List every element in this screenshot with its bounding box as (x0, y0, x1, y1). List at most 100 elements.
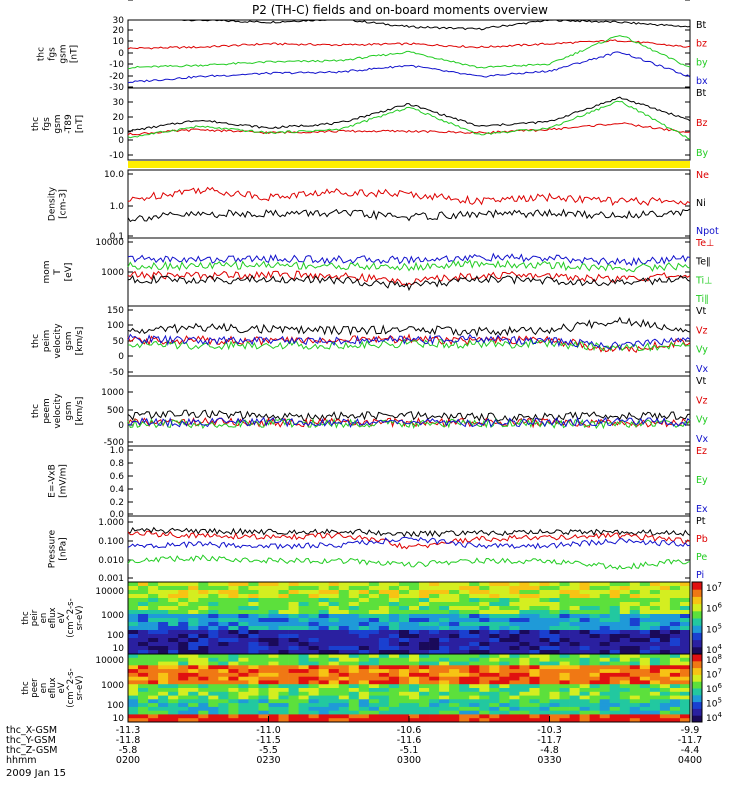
y-axis-label: [nPa] (59, 537, 69, 560)
spectrogram-cell (619, 684, 631, 689)
spectrogram-cell (449, 706, 460, 712)
y-axis-label: thc (31, 334, 41, 348)
spectrogram-cell (148, 602, 159, 607)
spectrogram-cell (469, 582, 480, 587)
spectrogram-cell (318, 699, 330, 704)
spectrogram-cell (178, 610, 189, 615)
spectrogram-cell (258, 618, 269, 623)
spectrogram-cell (308, 610, 319, 615)
spectrogram-cell (188, 676, 199, 681)
spectrogram-cell (559, 602, 570, 607)
spectrogram-cell (228, 710, 239, 715)
spectrogram-cell (348, 661, 360, 666)
spectrogram-cell (258, 610, 269, 615)
spectrogram-cell (208, 714, 219, 719)
spectrogram-cell (569, 661, 580, 666)
spectrogram-cell (318, 590, 330, 595)
spectrogram-cell (298, 630, 309, 635)
spectrogram-cell (238, 706, 249, 712)
spectrogram-cell (669, 618, 681, 623)
spectrogram-cell (168, 614, 179, 619)
spectrogram-cell (378, 699, 390, 704)
spectrogram-cell (680, 586, 691, 591)
spectrogram-cell (248, 657, 259, 662)
spectrogram-cell (278, 676, 289, 681)
spectrogram-cell (348, 680, 360, 685)
spectrogram-cell (419, 606, 430, 611)
spectrogram-cell (629, 594, 641, 599)
spectrogram-cell (509, 610, 520, 615)
spectrogram-cell (559, 634, 570, 639)
spectrogram-cell (509, 661, 520, 666)
spectrogram-cell (529, 634, 540, 639)
spectrogram-cell (639, 606, 651, 611)
spectrogram-cell (619, 710, 631, 715)
spectrogram-cell (659, 688, 671, 693)
spectrogram-cell (188, 618, 199, 623)
spectrogram-cell (268, 594, 279, 599)
spectrogram-cell (669, 642, 681, 647)
spectrogram-cell (278, 602, 289, 607)
spectrogram-cell (348, 598, 360, 603)
spectrogram-cell (298, 610, 309, 615)
spectrogram-cell (228, 598, 239, 603)
y-axis-label: fgs (48, 47, 58, 61)
spectrogram-cell (318, 582, 330, 587)
spectrogram-cell (429, 638, 440, 643)
spectrogram-cell (659, 669, 671, 674)
spectrogram-cell (338, 695, 350, 700)
spectrogram-cell (519, 665, 530, 670)
spectrogram-cell (178, 594, 189, 599)
spectrogram-cell (128, 626, 139, 631)
spectrogram-cell (609, 654, 621, 659)
spectrogram-cell (298, 634, 309, 639)
spectrogram-cell (519, 630, 530, 635)
spectrogram-cell (479, 630, 490, 635)
spectrogram-cell (569, 598, 580, 603)
spectrogram-cell (419, 699, 430, 704)
spectrogram-cell (358, 626, 370, 631)
spectrogram-cell (238, 661, 249, 666)
ephemeris-label: hhmm (6, 755, 37, 766)
spectrogram-cell (469, 630, 480, 635)
spectrogram-cell (268, 657, 279, 662)
spectrogram-cell (388, 598, 400, 603)
spectrogram-cell (599, 614, 611, 619)
spectrogram-cell (348, 642, 360, 647)
spectrogram-cell (429, 680, 440, 685)
spectrogram-cell (659, 657, 671, 662)
spectrogram-cell (629, 598, 641, 603)
spectrogram-cell (298, 602, 309, 607)
spectrogram-cell (519, 669, 530, 674)
spectrogram-cell (148, 676, 159, 681)
spectrogram-cell (218, 598, 229, 603)
spectrogram-cell (258, 699, 269, 704)
spectrogram-cell (208, 618, 219, 623)
spectrogram-cell (158, 661, 169, 666)
spectrogram-cell (539, 610, 550, 615)
spectrogram-cell (499, 714, 510, 719)
colorbar-cell (692, 601, 702, 605)
spectrogram-cell (539, 614, 550, 619)
spectrogram-cell (519, 606, 530, 611)
spectrogram-cell (439, 586, 450, 591)
y-axis-label: peem (42, 398, 52, 424)
spectrogram-cell (489, 642, 500, 647)
spectrogram-cell (649, 606, 661, 611)
spectrogram-cell (348, 646, 360, 651)
spectrogram-cell (619, 630, 631, 635)
spectrogram-cell (288, 699, 299, 704)
spectrogram-cell (559, 622, 570, 627)
spectrogram-cell (559, 695, 570, 700)
spectrogram-cell (208, 661, 219, 666)
spectrogram-cell (489, 714, 500, 719)
spectrogram-cell (308, 626, 319, 631)
spectrogram-cell (178, 706, 189, 712)
spectrogram-cell (569, 646, 580, 651)
spectrogram-cell (509, 691, 520, 696)
spectrogram-cell (208, 630, 219, 635)
colorbar-cell (692, 712, 702, 716)
series-line-Vz (127, 333, 691, 353)
spectrogram-cell (148, 691, 159, 696)
spectrogram-cell (429, 586, 440, 591)
